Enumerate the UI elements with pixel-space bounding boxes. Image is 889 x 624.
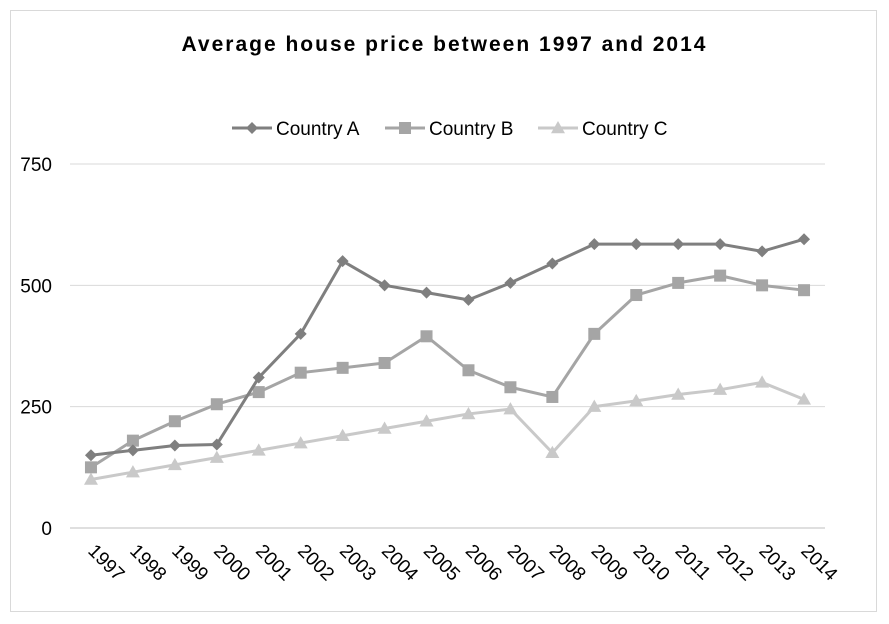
data-point (252, 386, 265, 399)
x-tick-label: 2002 (293, 541, 338, 586)
data-point (713, 382, 728, 395)
data-point (420, 286, 433, 299)
data-point (546, 390, 559, 403)
data-point (167, 457, 182, 471)
data-point (797, 392, 812, 405)
data-point (714, 238, 727, 251)
x-tick-label: 2011 (671, 541, 715, 585)
data-point (419, 414, 434, 427)
data-point (168, 415, 181, 428)
data-point (294, 366, 307, 379)
data-point (210, 438, 223, 451)
data-point (168, 439, 181, 452)
legend-marker (246, 122, 258, 134)
data-point (672, 276, 685, 289)
data-point (671, 387, 686, 400)
data-point (335, 428, 350, 442)
legend-item: Country C (538, 119, 668, 140)
legend-item: Country B (385, 119, 513, 140)
data-point (798, 284, 811, 297)
y-tick-label: 500 (20, 276, 52, 297)
x-tick-label: 2006 (461, 541, 506, 586)
data-point (630, 238, 643, 251)
x-tick-label: 1999 (167, 541, 212, 586)
data-point (210, 398, 223, 411)
data-point (629, 393, 644, 407)
y-tick-label: 250 (20, 398, 52, 419)
data-point (83, 472, 98, 485)
x-tick-label: 2004 (377, 541, 422, 586)
data-point (336, 255, 349, 268)
x-tick-label: 2008 (545, 541, 590, 586)
data-point (503, 402, 518, 415)
data-point (504, 381, 517, 394)
data-point (756, 245, 769, 258)
x-tick-label: 2009 (587, 541, 632, 586)
x-tick-label: 2014 (796, 541, 841, 586)
data-point (545, 445, 560, 459)
data-point (378, 279, 391, 292)
series-country-b (84, 269, 811, 474)
data-point (798, 233, 811, 246)
y-axis-ticks: 0 250 500 750 (20, 155, 52, 540)
series-line (90, 274, 805, 469)
gridlines (70, 163, 825, 529)
series-line (90, 380, 805, 481)
data-point (251, 443, 266, 456)
legend-marker (399, 122, 411, 134)
y-tick-label: 0 (41, 519, 52, 540)
data-point (630, 289, 643, 302)
data-point (672, 238, 685, 251)
legend-label: Country B (429, 119, 513, 140)
x-tick-label: 2003 (335, 541, 380, 586)
data-point (588, 327, 601, 340)
x-axis-ticks: 1997199819992000200120022003200420052006… (83, 541, 841, 586)
x-tick-label: 2000 (209, 541, 254, 586)
chart-title: Average house price between 1997 and 201… (181, 33, 708, 56)
data-point (714, 269, 727, 282)
data-point (252, 371, 265, 384)
data-point (209, 450, 224, 463)
data-point (84, 461, 97, 474)
legend-item: Country A (232, 119, 360, 140)
y-tick-label: 750 (20, 155, 52, 176)
data-point (377, 421, 392, 434)
x-tick-label: 1998 (125, 541, 170, 586)
series-lines (83, 233, 812, 485)
data-point (588, 238, 601, 251)
legend-marker (551, 121, 565, 134)
legend-label: Country C (582, 119, 668, 140)
data-point (126, 434, 139, 447)
data-point (546, 257, 559, 270)
data-point (126, 444, 139, 457)
data-point (587, 399, 602, 412)
data-point (336, 361, 349, 374)
x-tick-label: 2007 (503, 541, 548, 586)
x-tick-label: 2012 (713, 541, 758, 586)
data-point (84, 449, 97, 462)
x-tick-label: 2010 (629, 541, 674, 586)
legend: Country A Country B Country C (232, 119, 668, 140)
data-point (504, 276, 517, 289)
data-point (420, 330, 433, 343)
data-point (462, 293, 475, 306)
data-point (378, 356, 391, 369)
chart-frame (10, 10, 877, 612)
legend-label: Country A (276, 119, 360, 140)
data-point (461, 406, 476, 420)
x-tick-label: 1997 (83, 541, 128, 586)
x-tick-label: 2005 (419, 541, 464, 586)
data-point (756, 279, 769, 292)
series-country-c (83, 375, 812, 485)
x-tick-label: 2001 (251, 541, 296, 586)
x-tick-label: 2013 (755, 541, 800, 586)
data-point (755, 375, 770, 388)
data-point (293, 436, 308, 449)
data-point (125, 465, 140, 478)
series-line (90, 237, 805, 457)
series-country-a (84, 233, 811, 462)
data-point (462, 364, 475, 377)
data-point (294, 327, 307, 340)
